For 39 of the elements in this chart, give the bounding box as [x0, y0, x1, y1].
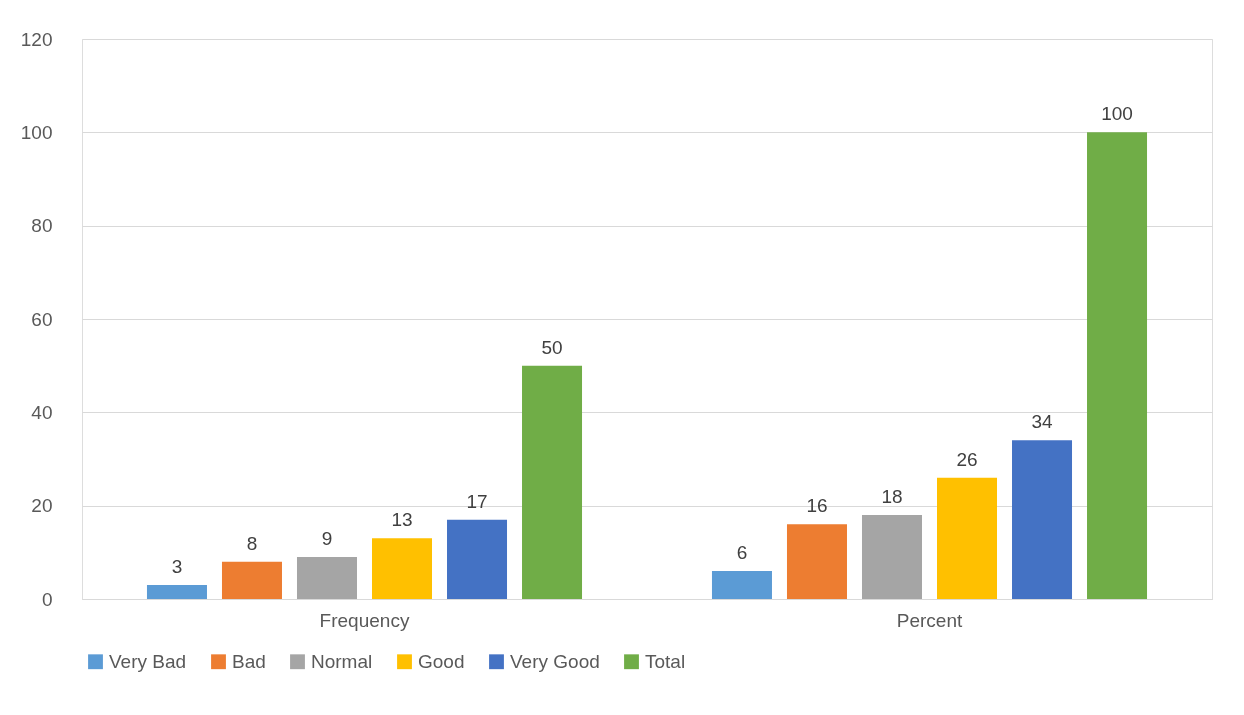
data-label: 18: [881, 486, 903, 507]
bar: [1087, 132, 1148, 599]
bar: [146, 585, 207, 599]
bar: [861, 515, 922, 599]
legend-label: Normal: [311, 650, 373, 672]
data-label: 16: [806, 495, 828, 517]
x-tick-label: Percent: [896, 609, 963, 631]
legend-label: Bad: [232, 650, 266, 672]
y-tick-label: 120: [20, 28, 53, 50]
y-tick-label: 60: [31, 308, 53, 330]
y-tick-label: 40: [31, 401, 53, 423]
bar: [786, 524, 847, 599]
data-label: 34: [1031, 411, 1054, 433]
legend-label: Good: [418, 650, 465, 672]
data-label: 100: [1101, 103, 1133, 125]
legend-label: Total: [645, 650, 686, 672]
legend-label: Very Good: [510, 650, 600, 672]
data-label: 50: [541, 336, 563, 358]
data-label: 6: [736, 542, 748, 563]
y-tick-label: 100: [20, 121, 53, 143]
legend-label: Very Bad: [109, 650, 187, 672]
bar: [937, 477, 998, 599]
bar: [372, 538, 433, 599]
data-label: 3: [171, 556, 183, 577]
bar: [1012, 440, 1073, 599]
data-label: 17: [466, 490, 488, 512]
data-label: 9: [321, 528, 333, 549]
y-tick-label: 0: [41, 588, 53, 610]
y-tick-label: 20: [31, 495, 53, 517]
y-tick-label: 80: [31, 215, 53, 237]
bar: [296, 557, 357, 599]
bar: [711, 571, 772, 599]
data-label: 13: [391, 509, 413, 531]
data-label: 8: [246, 532, 258, 554]
data-label: 26: [956, 448, 978, 470]
x-tick-label: Frequency: [319, 609, 410, 631]
bar: [522, 365, 583, 599]
bar: [447, 519, 508, 599]
bar: [221, 561, 282, 599]
